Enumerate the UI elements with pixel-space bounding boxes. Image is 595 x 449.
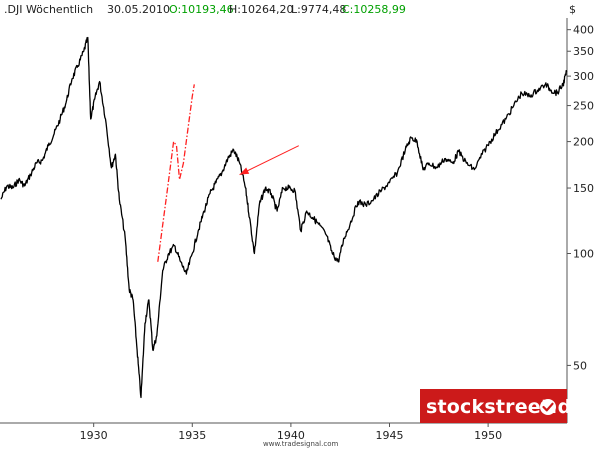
open-value: O:10193,46: [169, 3, 234, 16]
x-tick-label: 1950: [474, 429, 502, 442]
y-tick-label: 150: [573, 182, 594, 195]
series-line: [1, 38, 567, 398]
y-tick-label: 100: [573, 248, 594, 261]
chart-header: .DJI Wöchentlich 30.05.2010 O:10193,46 H…: [4, 3, 576, 16]
dashed-projection-line: [158, 84, 195, 261]
date-label: 30.05.2010: [107, 3, 170, 16]
brand-badge[interactable]: stockstreet.de: [420, 389, 584, 423]
brand-label: stockstreet.de: [426, 396, 584, 418]
y-tick-label: 50: [573, 359, 587, 372]
annotation-arrow: [240, 146, 299, 175]
close-value: C:10258,99: [342, 3, 406, 16]
y-tick-label: 400: [573, 24, 594, 37]
x-tick-label: 1935: [178, 429, 206, 442]
check-badge-icon: [540, 399, 556, 415]
x-tick-label: 1930: [80, 429, 108, 442]
low-value: L:9774,48: [291, 3, 346, 16]
x-tick-label: 1945: [376, 429, 404, 442]
y-tick-label: 250: [573, 100, 594, 113]
y-tick-label: 300: [573, 70, 594, 83]
y-axis: 50 100 150 200 250 300 350 400: [567, 24, 594, 373]
y-tick-label: 200: [573, 136, 594, 149]
symbol-label: .DJI Wöchentlich: [4, 3, 93, 16]
high-value: H:10264,20: [229, 3, 293, 16]
currency-label: $: [569, 3, 576, 16]
y-tick-label: 350: [573, 45, 594, 58]
tradesignal-credit: www.tradesignal.com: [263, 440, 338, 448]
